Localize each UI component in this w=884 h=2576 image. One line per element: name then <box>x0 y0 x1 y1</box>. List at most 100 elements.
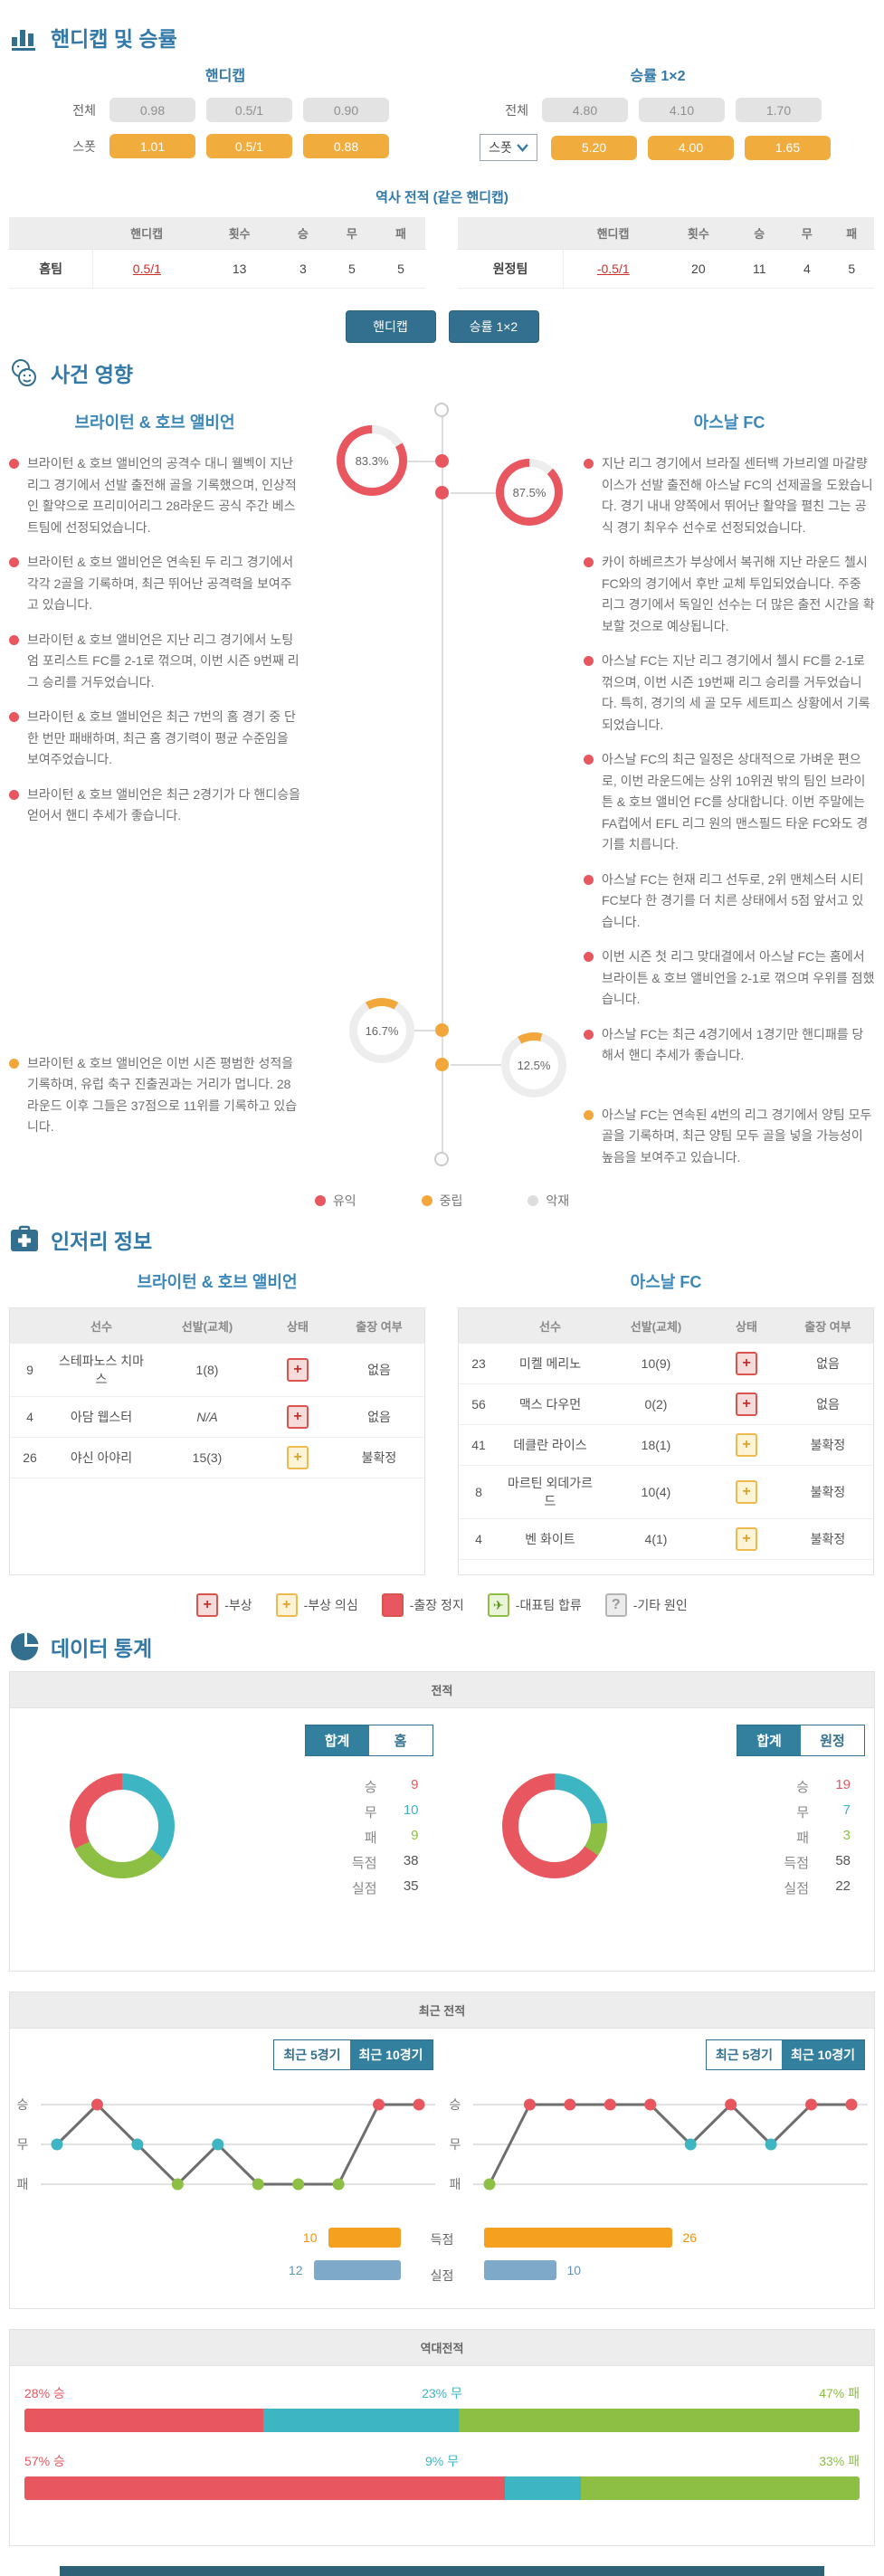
history-col-header: 횟수 <box>662 217 735 250</box>
timeline-connector <box>451 492 496 494</box>
record-donut-chart <box>70 1773 175 1878</box>
player-apps: 0(2) <box>602 1383 710 1425</box>
table-row: 원정팀 -0.5/1 20 11 4 5 <box>458 249 874 289</box>
away-neutral-bullets: 아스날 FC는 연속된 4번의 리그 경기에서 양팀 모두 골을 기록하며, 최… <box>584 1105 875 1169</box>
status-natteam-icon: ✈ <box>487 1593 509 1617</box>
h2h-draw-segment <box>262 2409 460 2432</box>
record-toggle-원정[interactable]: 원정 <box>801 1725 864 1755</box>
odds-pill: 4.00 <box>648 135 734 160</box>
record-stat-row: 실점 35 <box>339 1878 419 1897</box>
h2h-draw-label: 23% 무 <box>422 2386 462 2400</box>
history-tab-button-0[interactable]: 핸디캡 <box>345 310 436 343</box>
history-value: 4 <box>784 249 830 289</box>
odds-pill: 0.5/1 <box>206 134 292 158</box>
status-injury-icon: + <box>287 1405 309 1429</box>
away-team-name: 아스날 FC <box>693 413 765 432</box>
recent-toggle-0[interactable]: 최근 5경기 <box>706 2040 783 2069</box>
history-tab-button-1[interactable]: 승률 1×2 <box>448 310 539 343</box>
player-apps: N/A <box>153 1396 261 1438</box>
player-number: 23 <box>459 1344 499 1384</box>
record-donut-chart <box>501 1773 607 1878</box>
handicap-link[interactable]: 0.5/1 <box>132 261 161 276</box>
record-stat-row: 승 19 <box>771 1777 851 1796</box>
record-stat-row: 무 10 <box>339 1802 419 1821</box>
odds-row-label: 스폿 <box>72 138 96 154</box>
odds-pill: 1.01 <box>109 134 195 158</box>
history-col-header: 무 <box>327 217 376 250</box>
events-columns: 브라이턴 & 호브 앨비언 브라이턴 & 호브 앨비언의 공격수 대니 웰벡이 … <box>9 397 875 1186</box>
record-stat-label: 승 <box>364 1780 377 1795</box>
player-name: 맥스 다우먼 <box>499 1383 602 1425</box>
status-doubt-icon: + <box>736 1433 757 1457</box>
result-dot <box>724 2098 737 2111</box>
recent-toggle-1[interactable]: 최근 10경기 <box>782 2040 864 2069</box>
injury-away-table: 선수 선발(교체) 상태 출장 여부 23 미켈 메리노 10(9) + 없음 56 맥스 다우먼 0… <box>459 1308 873 1560</box>
injury-table-row: 41 데클란 라이스 18(1) + 불확정 <box>459 1424 873 1466</box>
status-doubt-icon: + <box>275 1593 298 1617</box>
recent-top-away: 최근 5경기 최근 10경기 <box>442 2039 875 2081</box>
status-injury-icon: + <box>287 1358 309 1382</box>
spot-select-dropdown[interactable]: 스폿 <box>480 134 537 161</box>
home-good-bullet: 브라이턴 & 호브 앨비언은 최근 2경기가 다 핸디승을 얻어서 핸디 추세가… <box>9 784 300 827</box>
events-legend-item: 악재 <box>528 1192 569 1210</box>
injury-legend-label: -출장 정지 <box>409 1598 464 1612</box>
result-dot <box>483 2178 495 2191</box>
bar-chart-icon <box>12 30 35 51</box>
home-good-bullet: 브라이턴 & 호브 앨비언은 지난 리그 경기에서 노팅엄 포리스트 FC를 2… <box>9 630 300 694</box>
player-availability: 없음 <box>334 1344 424 1397</box>
h2h-bar-block: 28% 승 23% 무 47% 패 <box>24 2384 860 2432</box>
odds-pill: 0.88 <box>303 134 389 158</box>
injury-col-header: 상태 <box>261 1308 334 1344</box>
injury-legend-item: + -부상 의심 <box>275 1593 358 1617</box>
h2h-stacked-bar <box>24 2409 860 2432</box>
stats-section-header: 데이터 통계 <box>9 1631 875 1662</box>
event-impact-donut-label: 12.5% <box>509 1041 558 1089</box>
home-good-bullet: 브라이턴 & 호브 앨비언의 공격수 대니 웰벡이 지난 리그 경기에서 선발 … <box>9 453 300 538</box>
events-away-column: 아스날 FC 지난 리그 경기에서 브라질 센터백 가브리엘 마갈량이스가 선발… <box>584 397 875 1186</box>
history-table: 핸디캡 횟수 승 무 패 홈팀 0.5/1 13 3 5 5 <box>9 217 425 289</box>
status-doubt-icon: + <box>287 1446 309 1469</box>
h2h-win-segment <box>24 2476 506 2500</box>
h2h-loss-segment <box>459 2409 860 2432</box>
history-title: 역사 전적 (같은 핸디캡) <box>375 190 509 205</box>
goal-bar-row: 26 <box>483 2228 697 2248</box>
injury-legend-item: + -부상 <box>196 1593 252 1617</box>
record-toggle-합계[interactable]: 합계 <box>305 1725 369 1755</box>
away-good-bullet: 이번 시즌 첫 리그 맞대결에서 아스날 FC는 홈에서 브라이튼 & 호브 앨… <box>584 946 875 1011</box>
record-stat-label: 무 <box>796 1805 809 1820</box>
record-away-half: 합계 원정 승 19 무 7 패 3 득점 58 실점 22 <box>442 1721 875 1947</box>
odds-pill: 1.65 <box>745 135 831 160</box>
handicap-link[interactable]: -0.5/1 <box>596 261 630 276</box>
injury-home-table: 선수 선발(교체) 상태 출장 여부 9 스테파노스 치마스 1(8) + 없음 4 아담 웹스터 N… <box>10 1308 424 1478</box>
odds-group-title: 승률 1×2 <box>630 69 686 84</box>
history-value: 20 <box>662 249 735 289</box>
record-panel-body: 합계 홈 승 9 무 10 패 9 득점 38 실점 35 합계 원정 승 19 무 7 패 3 득점 58 실점 22 <box>10 1708 874 1971</box>
player-name: 마르틴 외데가르드 <box>499 1465 602 1519</box>
record-toggle-홈[interactable]: 홈 <box>368 1725 432 1755</box>
home-good-bullets: 브라이턴 & 호브 앨비언의 공격수 대니 웰벡이 지난 리그 경기에서 선발 … <box>9 453 300 827</box>
h2h-bar-labels: 57% 승 9% 무 33% 패 <box>24 2452 860 2470</box>
result-dot <box>563 2098 575 2111</box>
away-good-bullet: 아스날 FC는 지난 리그 경기에서 첼시 FC를 2-1로 꺾으며, 이번 시… <box>584 651 875 736</box>
event-impact-donut-label: 87.5% <box>504 467 555 518</box>
result-dot <box>604 2098 616 2111</box>
event-impact-donut: 12.5% <box>501 1032 566 1098</box>
pie-chart-icon <box>11 1632 39 1660</box>
record-toggle-합계[interactable]: 합계 <box>737 1725 801 1755</box>
recent-toggle-1[interactable]: 최근 10경기 <box>349 2040 432 2069</box>
result-dot <box>252 2178 264 2191</box>
recent-toggle-0[interactable]: 최근 5경기 <box>274 2040 350 2069</box>
h2h-draw-label: 9% 무 <box>425 2454 460 2468</box>
events-legend-label: 유익 <box>332 1193 356 1208</box>
injury-col-header: 출장 여부 <box>334 1308 424 1344</box>
odds-group-0: 핸디캡 전체 0.98 0.5/1 0.90 스폿 1.01 0.5/1 0.88 <box>9 62 442 173</box>
events-legend-item: 유익 <box>314 1192 356 1210</box>
h2h-win-label: 57% 승 <box>24 2454 65 2468</box>
h2h-loss-label: 33% 패 <box>819 2454 860 2468</box>
injury-home-team-name: 브라이턴 & 호브 앨비언 <box>137 1273 298 1291</box>
svg-text:무: 무 <box>17 2137 29 2152</box>
player-number: 4 <box>459 1518 499 1560</box>
